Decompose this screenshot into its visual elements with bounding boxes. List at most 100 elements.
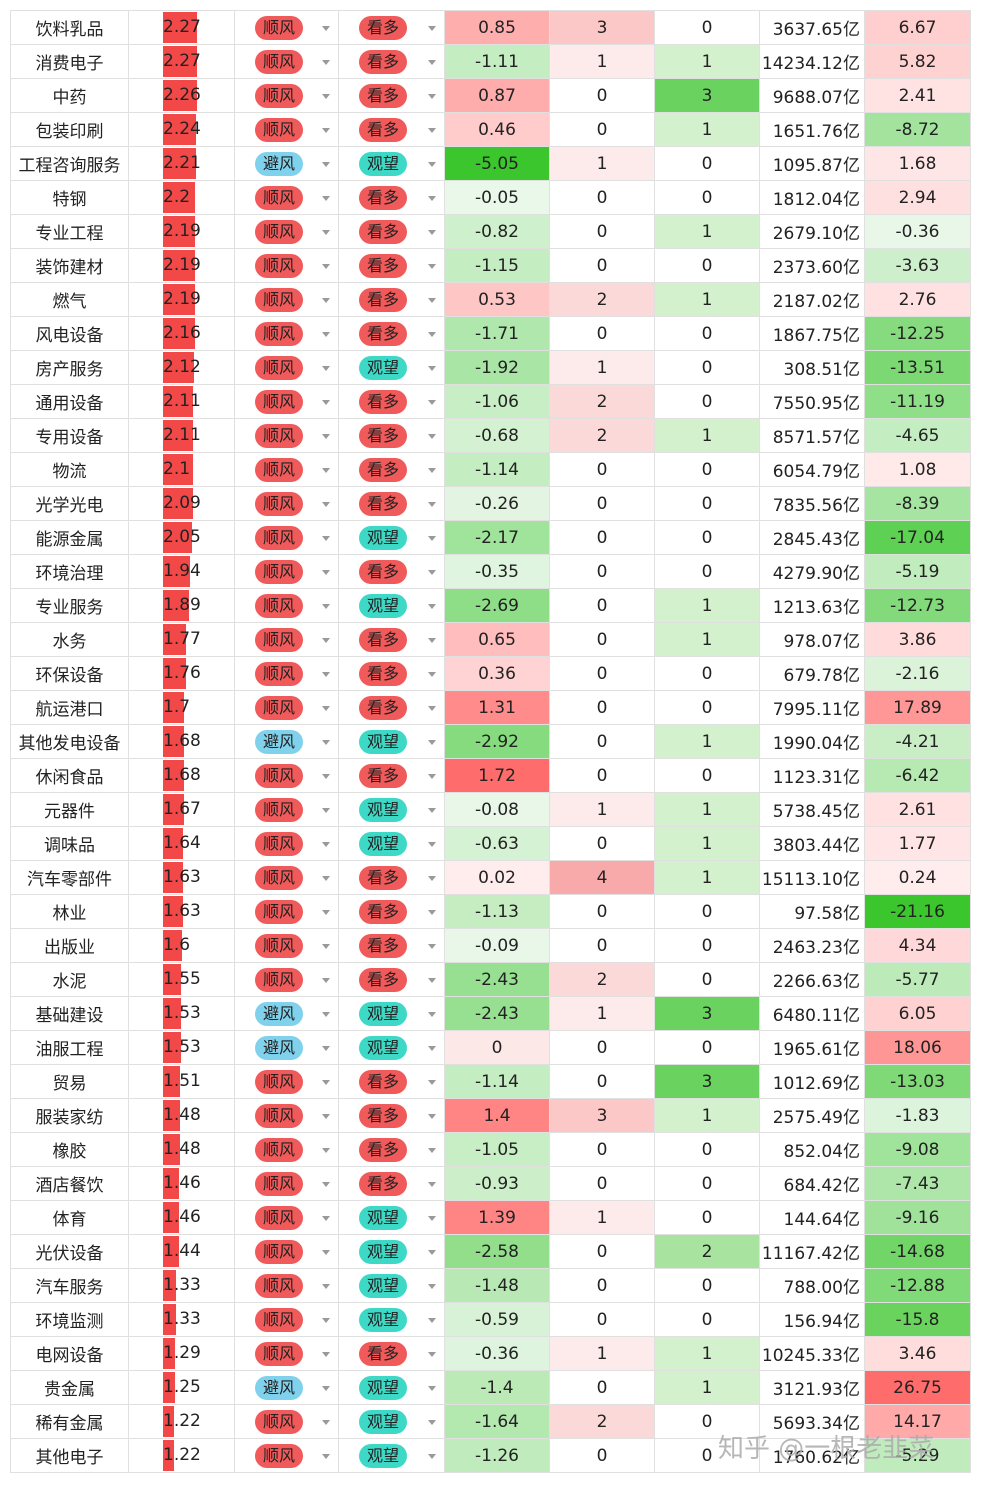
chevron-down-icon[interactable]	[428, 1318, 436, 1323]
chevron-down-icon[interactable]	[322, 1012, 330, 1017]
chevron-down-icon[interactable]	[322, 94, 330, 99]
view-dropdown[interactable]: 看多	[338, 112, 445, 147]
chevron-down-icon[interactable]	[428, 162, 436, 167]
chevron-down-icon[interactable]	[428, 230, 436, 235]
trend-dropdown[interactable]: 避风	[234, 1370, 339, 1405]
view-dropdown[interactable]: 看多	[338, 928, 445, 963]
view-dropdown[interactable]: 观望	[338, 588, 445, 623]
view-dropdown[interactable]: 看多	[338, 316, 445, 351]
chevron-down-icon[interactable]	[322, 944, 330, 949]
chevron-down-icon[interactable]	[428, 94, 436, 99]
view-dropdown[interactable]: 看多	[338, 418, 445, 453]
view-dropdown[interactable]: 观望	[338, 146, 445, 181]
trend-dropdown[interactable]: 顺风	[234, 758, 339, 793]
chevron-down-icon[interactable]	[322, 1080, 330, 1085]
trend-dropdown[interactable]: 顺风	[234, 894, 339, 929]
chevron-down-icon[interactable]	[322, 774, 330, 779]
chevron-down-icon[interactable]	[322, 230, 330, 235]
chevron-down-icon[interactable]	[322, 434, 330, 439]
trend-dropdown[interactable]: 顺风	[234, 962, 339, 997]
view-dropdown[interactable]: 观望	[338, 1030, 445, 1065]
trend-dropdown[interactable]: 顺风	[234, 78, 339, 113]
view-dropdown[interactable]: 看多	[338, 758, 445, 793]
view-dropdown[interactable]: 看多	[338, 1166, 445, 1201]
chevron-down-icon[interactable]	[322, 468, 330, 473]
chevron-down-icon[interactable]	[322, 706, 330, 711]
view-dropdown[interactable]: 观望	[338, 1438, 445, 1473]
chevron-down-icon[interactable]	[428, 1046, 436, 1051]
view-dropdown[interactable]: 看多	[338, 1336, 445, 1371]
chevron-down-icon[interactable]	[428, 876, 436, 881]
chevron-down-icon[interactable]	[428, 1420, 436, 1425]
chevron-down-icon[interactable]	[428, 978, 436, 983]
chevron-down-icon[interactable]	[322, 842, 330, 847]
chevron-down-icon[interactable]	[322, 264, 330, 269]
trend-dropdown[interactable]: 顺风	[234, 1098, 339, 1133]
trend-dropdown[interactable]: 顺风	[234, 520, 339, 555]
chevron-down-icon[interactable]	[322, 638, 330, 643]
chevron-down-icon[interactable]	[428, 944, 436, 949]
trend-dropdown[interactable]: 顺风	[234, 44, 339, 79]
chevron-down-icon[interactable]	[322, 196, 330, 201]
view-dropdown[interactable]: 看多	[338, 690, 445, 725]
trend-dropdown[interactable]: 顺风	[234, 1064, 339, 1099]
view-dropdown[interactable]: 看多	[338, 860, 445, 895]
chevron-down-icon[interactable]	[428, 1352, 436, 1357]
chevron-down-icon[interactable]	[322, 1386, 330, 1391]
view-dropdown[interactable]: 观望	[338, 826, 445, 861]
chevron-down-icon[interactable]	[428, 774, 436, 779]
view-dropdown[interactable]: 看多	[338, 180, 445, 215]
view-dropdown[interactable]: 看多	[338, 962, 445, 997]
trend-dropdown[interactable]: 顺风	[234, 928, 339, 963]
trend-dropdown[interactable]: 顺风	[234, 1404, 339, 1439]
chevron-down-icon[interactable]	[428, 910, 436, 915]
chevron-down-icon[interactable]	[428, 60, 436, 65]
view-dropdown[interactable]: 看多	[338, 894, 445, 929]
chevron-down-icon[interactable]	[322, 910, 330, 915]
chevron-down-icon[interactable]	[322, 672, 330, 677]
view-dropdown[interactable]: 观望	[338, 1268, 445, 1303]
view-dropdown[interactable]: 看多	[338, 282, 445, 317]
chevron-down-icon[interactable]	[428, 1148, 436, 1153]
chevron-down-icon[interactable]	[428, 298, 436, 303]
trend-dropdown[interactable]: 顺风	[234, 1132, 339, 1167]
chevron-down-icon[interactable]	[428, 1454, 436, 1459]
chevron-down-icon[interactable]	[322, 570, 330, 575]
chevron-down-icon[interactable]	[322, 128, 330, 133]
trend-dropdown[interactable]: 顺风	[234, 1438, 339, 1473]
chevron-down-icon[interactable]	[322, 1352, 330, 1357]
view-dropdown[interactable]: 看多	[338, 248, 445, 283]
view-dropdown[interactable]: 观望	[338, 1404, 445, 1439]
chevron-down-icon[interactable]	[428, 366, 436, 371]
trend-dropdown[interactable]: 避风	[234, 724, 339, 759]
view-dropdown[interactable]: 观望	[338, 996, 445, 1031]
chevron-down-icon[interactable]	[428, 1080, 436, 1085]
trend-dropdown[interactable]: 顺风	[234, 622, 339, 657]
chevron-down-icon[interactable]	[322, 162, 330, 167]
chevron-down-icon[interactable]	[428, 1386, 436, 1391]
trend-dropdown[interactable]: 顺风	[234, 792, 339, 827]
chevron-down-icon[interactable]	[428, 706, 436, 711]
trend-dropdown[interactable]: 顺风	[234, 1336, 339, 1371]
chevron-down-icon[interactable]	[322, 332, 330, 337]
chevron-down-icon[interactable]	[322, 876, 330, 881]
trend-dropdown[interactable]: 顺风	[234, 316, 339, 351]
trend-dropdown[interactable]: 顺风	[234, 860, 339, 895]
chevron-down-icon[interactable]	[428, 638, 436, 643]
trend-dropdown[interactable]: 顺风	[234, 826, 339, 861]
view-dropdown[interactable]: 观望	[338, 1200, 445, 1235]
trend-dropdown[interactable]: 顺风	[234, 1166, 339, 1201]
chevron-down-icon[interactable]	[322, 536, 330, 541]
chevron-down-icon[interactable]	[428, 332, 436, 337]
view-dropdown[interactable]: 看多	[338, 384, 445, 419]
chevron-down-icon[interactable]	[428, 604, 436, 609]
chevron-down-icon[interactable]	[322, 366, 330, 371]
trend-dropdown[interactable]: 顺风	[234, 554, 339, 589]
chevron-down-icon[interactable]	[322, 298, 330, 303]
chevron-down-icon[interactable]	[428, 672, 436, 677]
chevron-down-icon[interactable]	[322, 26, 330, 31]
chevron-down-icon[interactable]	[428, 842, 436, 847]
chevron-down-icon[interactable]	[428, 1182, 436, 1187]
view-dropdown[interactable]: 看多	[338, 486, 445, 521]
view-dropdown[interactable]: 观望	[338, 792, 445, 827]
